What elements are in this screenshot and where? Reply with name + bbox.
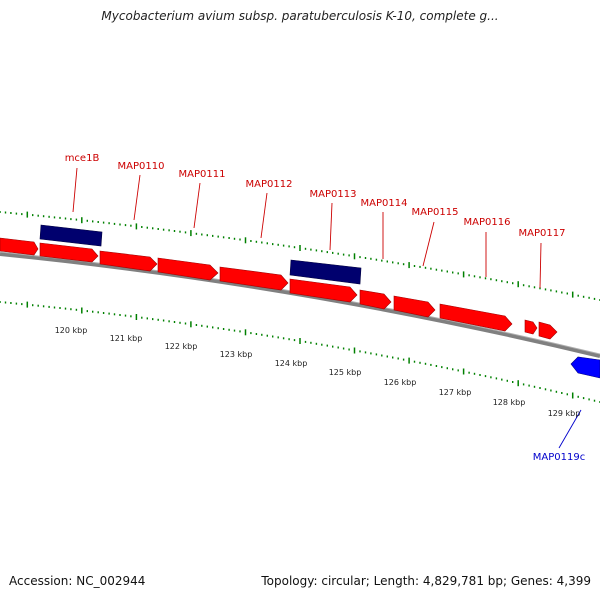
scale-label: 120 kbp <box>55 326 88 335</box>
accession-text: Accession: NC_002944 <box>9 574 146 588</box>
scale-label: 127 kbp <box>439 388 472 397</box>
gene-label-map0110[interactable]: MAP0110 <box>118 161 165 172</box>
scale-label: 122 kbp <box>165 342 198 351</box>
gene-label-map0116[interactable]: MAP0116 <box>464 217 511 228</box>
scale-label: 125 kbp <box>329 368 362 377</box>
scale-label: 123 kbp <box>220 350 253 359</box>
outer-tick-track <box>0 211 600 301</box>
gene-label-map0115[interactable]: MAP0115 <box>412 207 459 218</box>
scale-labels: 120 kbp 121 kbp 122 kbp 123 kbp 124 kbp … <box>55 326 581 418</box>
gene-box-map0113[interactable] <box>289 259 362 285</box>
gene-label-map0113[interactable]: MAP0113 <box>310 189 357 200</box>
gene-arrow[interactable] <box>524 319 538 335</box>
gene-arrow[interactable] <box>289 278 358 303</box>
gene-labels: mce1B MAP0110 MAP0111 MAP0112 MAP0113 MA… <box>65 153 586 463</box>
gene-arrow[interactable] <box>99 250 158 272</box>
gene-arrow[interactable] <box>359 289 392 310</box>
gene-label-map0119c[interactable]: MAP0119c <box>533 452 585 463</box>
gene-label-map0117[interactable]: MAP0117 <box>519 228 566 239</box>
gene-arrow-reverse[interactable] <box>570 356 600 379</box>
gene-box-mce1b[interactable] <box>39 224 103 247</box>
highlight-gene-track <box>39 224 362 285</box>
genome-summary: Topology: circular; Length: 4,829,781 bp… <box>261 574 591 588</box>
gene-label-mce1b[interactable]: mce1B <box>65 153 100 164</box>
inner-tick-track <box>0 301 600 403</box>
gene-arrow[interactable] <box>219 266 289 291</box>
scale-label: 129 kbp <box>548 409 581 418</box>
scale-label: 126 kbp <box>384 378 417 387</box>
gene-arrow[interactable] <box>439 303 513 332</box>
label-leaders <box>72 167 582 449</box>
map-title: Mycobacterium avium subsp. paratuberculo… <box>101 9 499 23</box>
gene-label-map0114[interactable]: MAP0114 <box>361 198 408 209</box>
gene-arrow[interactable] <box>538 321 558 340</box>
scale-label: 128 kbp <box>493 398 526 407</box>
forward-gene-track <box>0 237 558 340</box>
gene-arrow[interactable] <box>393 295 436 318</box>
gene-label-map0112[interactable]: MAP0112 <box>246 179 293 190</box>
gene-arrow[interactable] <box>0 237 39 256</box>
gene-arrow[interactable] <box>39 242 99 263</box>
scale-label: 124 kbp <box>275 359 308 368</box>
gene-arrow[interactable] <box>157 257 219 281</box>
gene-label-map0111[interactable]: MAP0111 <box>179 169 226 180</box>
scale-label: 121 kbp <box>110 334 143 343</box>
